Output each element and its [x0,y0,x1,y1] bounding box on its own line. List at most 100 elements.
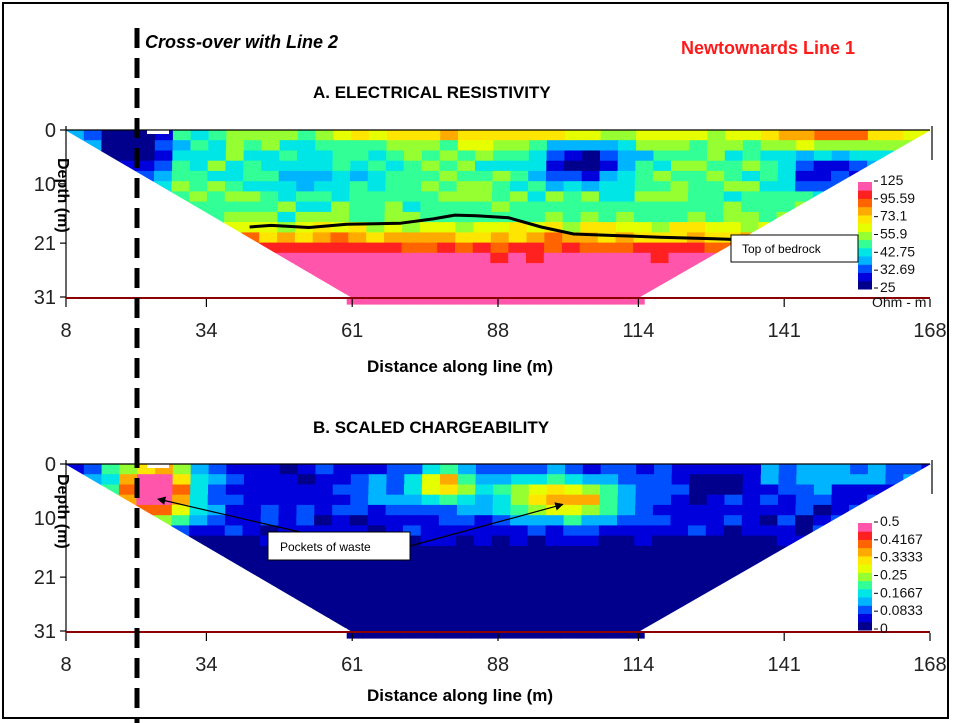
pseudosection-cell [563,170,583,182]
pseudosection-cell [669,545,689,557]
pseudosection-cell [490,586,509,598]
pseudosection-cell [472,252,491,264]
pseudosection-cell [364,293,383,305]
pseudosection-cell [136,484,156,496]
pseudosection-cell [599,515,618,526]
pseudosection-cell [382,607,402,619]
pseudosection-cell [688,525,707,537]
pseudosection-cell [453,293,472,305]
pseudosection-cell [527,535,546,547]
pseudosection-cell [813,160,832,172]
pseudosection-cell [384,566,403,578]
pseudosection-cell [615,566,634,578]
pseudosection-cell [832,140,851,151]
colorbar-swatch [858,272,872,282]
pseudosection-cell [454,597,473,608]
pseudosection-cell [314,170,333,182]
pseudosection-cell [473,201,493,213]
pseudosection-cell [277,211,296,223]
pseudosection-cell [813,504,832,516]
pseudosection-cell [225,484,245,496]
pseudosection-cell [759,515,778,526]
pseudosection-cell [509,211,528,223]
pseudosection-cell [652,201,671,213]
pseudosection-cell [473,232,492,244]
pseudosection-cell [208,130,227,141]
pseudosection-cell [510,160,530,172]
pseudosection-cell [723,545,742,557]
pseudosection-cell [579,263,598,274]
pseudosection-cell [636,464,655,475]
x-tick-label: 141 [768,654,801,676]
pseudosection-cell [778,484,797,496]
pseudosection-cell [599,160,619,172]
pseudosection-cell [562,545,582,557]
pseudosection-cell [707,130,726,141]
pseudosection-cell [366,211,386,223]
pseudosection-cell [671,474,690,485]
pseudosection-cell [419,232,438,244]
pseudosection-cell [651,211,671,223]
pseudosection-cell [561,576,581,588]
pseudosection-cell [367,504,387,516]
pseudosection-cell [296,494,316,506]
pseudosection-cell [348,211,368,223]
colorbar-swatch [858,564,872,573]
pseudosection-cell [119,474,138,485]
pseudosection-cell [243,140,263,151]
pseudosection-cell [224,535,243,547]
pseudosection-cell [208,464,227,475]
pseudosection-cell [172,150,191,162]
pseudosection-cell [814,140,833,151]
pseudosection-cell [438,545,457,557]
pseudosection-cell [190,150,209,162]
pseudosection-cell [598,191,618,203]
top-notch [147,130,169,134]
pseudosection-cell [404,474,423,485]
pseudosection-cell [400,627,419,639]
pseudosection-cell [563,191,582,203]
pseudosection-cell [384,201,404,213]
pseudosection-cell [402,201,421,213]
pseudosection-cell [331,181,351,192]
pseudosection-cell [385,191,404,203]
pseudosection-cell [294,242,313,254]
pseudosection-cell [418,607,437,619]
pseudosection-cell [472,607,491,619]
pseudosection-cell [688,494,708,506]
pseudosection-cell [346,617,366,629]
pseudosection-cell [507,293,526,305]
pseudosection-cell [347,586,367,598]
y-tick-label: 10 [34,508,56,530]
pseudosection-cell [382,627,401,639]
pseudosection-cell [421,494,440,506]
pockets-of-waste-label: Pockets of waste [280,540,371,554]
pseudosection-cell [296,181,315,192]
pseudosection-cell [366,232,385,244]
pseudosection-cell [421,515,440,526]
pseudosection-cell [777,525,796,537]
pseudosection-cell [279,484,298,496]
pseudosection-cell [333,464,352,475]
pseudosection-cell [759,525,778,537]
pseudosection-cell [439,474,459,485]
pseudosection-cell [561,586,580,598]
pseudosection-cell [653,160,672,172]
pseudosection-cell [457,474,477,485]
pseudosection-cell [190,140,209,151]
pseudosection-cell [493,474,512,485]
pseudosection-cell [473,222,492,233]
pseudosection-cell [330,566,349,578]
pseudosection-cell [259,566,278,578]
pseudosection-cell [472,597,491,608]
pseudosection-cell [402,211,421,223]
pseudosection-cell [705,211,724,223]
pseudosection-cell [189,525,208,537]
pseudosection-cell [208,474,227,485]
pseudosection-cell [457,150,476,162]
colorbar-label: 0.0833 [880,602,923,618]
pseudosection-cell [507,627,526,639]
colorbar-label: 55.9 [880,226,907,242]
pseudosection-cell [669,535,689,547]
pseudosection-cell [544,545,564,557]
